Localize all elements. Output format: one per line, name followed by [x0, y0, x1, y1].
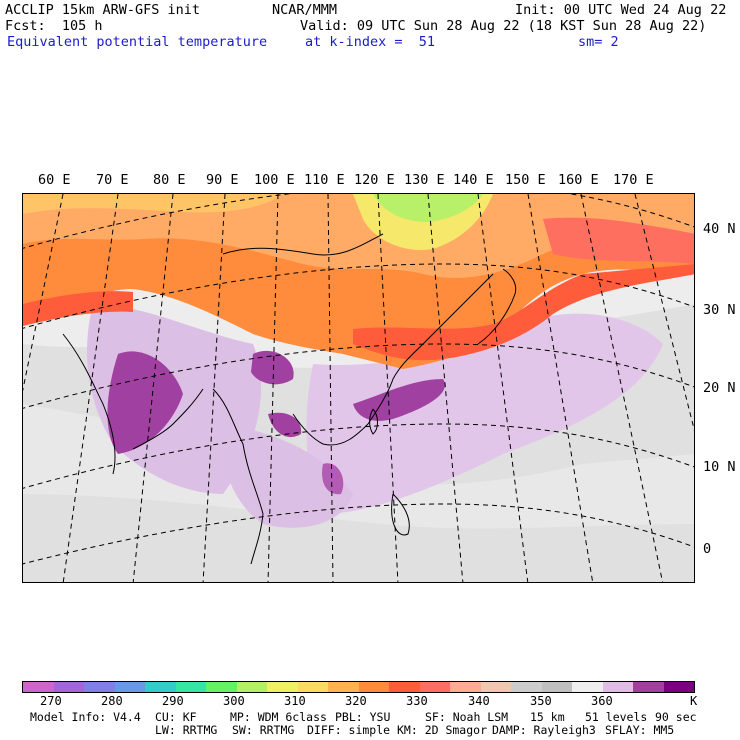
- diffusion-scheme: DIFF: simple: [307, 723, 391, 737]
- colorbar-swatch: [358, 682, 389, 692]
- surface-layer-scheme: SFLAY: MM5: [605, 723, 675, 737]
- cumulus-scheme: CU: KF: [155, 710, 197, 724]
- lat-label: 40 N: [703, 221, 736, 237]
- colorbar-swatch: [145, 682, 176, 692]
- lon-label: 140 E: [453, 172, 494, 188]
- lavender-region: [222, 424, 353, 528]
- lat-label: 10 N: [703, 459, 736, 475]
- lat-label: 30 N: [703, 302, 736, 318]
- km-scheme: KM: 2D Smagor: [397, 723, 488, 737]
- grey-band: [23, 404, 694, 529]
- colorbar-label: 360: [591, 694, 613, 708]
- colorbar-swatch: [419, 682, 450, 692]
- coastlines: [62, 233, 517, 565]
- colorbar-label: 340: [468, 694, 490, 708]
- valid-time: Valid: 09 UTC Sun 28 Aug 22 (18 KST Sun …: [300, 18, 707, 34]
- colorbar-swatch: [328, 682, 359, 692]
- colorbar-swatch: [633, 682, 664, 692]
- level-label: at k-index = 51: [305, 34, 436, 50]
- lon-label: 170 E: [613, 172, 654, 188]
- lon-label: 90 E: [206, 172, 239, 188]
- lon-label: 100 E: [254, 172, 295, 188]
- lon-label: 160 E: [558, 172, 599, 188]
- purple-core: [107, 351, 183, 454]
- colorbar-swatch: [114, 682, 145, 692]
- colorbar-swatch: [663, 682, 694, 692]
- colorbar-swatch: [602, 682, 633, 692]
- microphysics-scheme: MP: WDM 6class: [230, 710, 327, 724]
- colorbar-label: 290: [162, 694, 184, 708]
- purple-core: [322, 463, 344, 495]
- init-time: Init: 00 UTC Wed 24 Aug 22: [515, 2, 727, 18]
- colorbar-swatch: [450, 682, 481, 692]
- colorbar-swatch: [541, 682, 572, 692]
- colorbar-swatch: [53, 682, 84, 692]
- colorbar-swatch: [206, 682, 237, 692]
- shortwave-scheme: SW: RRTMG: [232, 723, 295, 737]
- colorbar-swatch: [389, 682, 420, 692]
- colorbar-label: 350: [530, 694, 552, 708]
- warm-region: [23, 194, 694, 278]
- lat-label: 20 N: [703, 380, 736, 396]
- purple-core: [353, 379, 445, 421]
- levels: 51 levels: [585, 710, 648, 724]
- model-version: Model Info: V4.4: [30, 710, 141, 724]
- smoothing-label: sm= 2: [578, 34, 619, 50]
- colorbar-label: 330: [406, 694, 428, 708]
- forecast-hour: Fcst: 105 h: [5, 18, 103, 34]
- resolution: 15 km: [530, 710, 565, 724]
- colorbar-unit: K: [690, 694, 698, 708]
- lon-label: 150 E: [505, 172, 546, 188]
- colorbar-label: 320: [345, 694, 367, 708]
- front-band: [353, 264, 694, 361]
- lon-label: 70 E: [96, 172, 129, 188]
- lon-label: 60 E: [38, 172, 71, 188]
- colorbar-swatch: [511, 682, 542, 692]
- surface-scheme: SF: Noah LSM: [425, 710, 509, 724]
- theta-e-map: [22, 193, 695, 583]
- colorbar-label: 280: [101, 694, 123, 708]
- lon-label: 130 E: [404, 172, 445, 188]
- colorbar-swatch: [84, 682, 115, 692]
- damping-scheme: DAMP: Rayleigh3: [492, 723, 596, 737]
- front-band: [23, 291, 133, 326]
- purple-core: [251, 350, 294, 385]
- lon-label: 110 E: [304, 172, 345, 188]
- map-canvas: [23, 194, 694, 582]
- colorbar-swatch: [236, 682, 267, 692]
- graticule: [23, 194, 694, 582]
- colorbar-label: 310: [284, 694, 306, 708]
- colorbar-swatch: [297, 682, 328, 692]
- colorbar: [22, 681, 695, 693]
- pbl-scheme: PBL: YSU: [335, 710, 391, 724]
- colorbar-swatch: [480, 682, 511, 692]
- purple-core: [268, 412, 302, 438]
- lon-label: 120 E: [354, 172, 395, 188]
- longwave-scheme: LW: RRTMG: [155, 723, 218, 737]
- warm-region: [23, 194, 283, 214]
- field-name: Equivalent potential temperature: [7, 34, 268, 50]
- colorbar-label: 270: [40, 694, 62, 708]
- lon-label: 80 E: [153, 172, 186, 188]
- lat-label: 0: [703, 541, 712, 557]
- colorbar-swatch: [23, 682, 54, 692]
- cool-region: [373, 194, 483, 222]
- colorbar-label: 300: [223, 694, 245, 708]
- front-band: [543, 217, 694, 264]
- colorbar-swatch: [175, 682, 206, 692]
- colorbar-swatch: [572, 682, 603, 692]
- colorbar-swatch: [267, 682, 298, 692]
- institution-label: NCAR/MMM: [272, 2, 338, 18]
- model-title: ACCLIP 15km ARW-GFS init: [5, 2, 201, 18]
- timestep: 90 sec: [655, 710, 697, 724]
